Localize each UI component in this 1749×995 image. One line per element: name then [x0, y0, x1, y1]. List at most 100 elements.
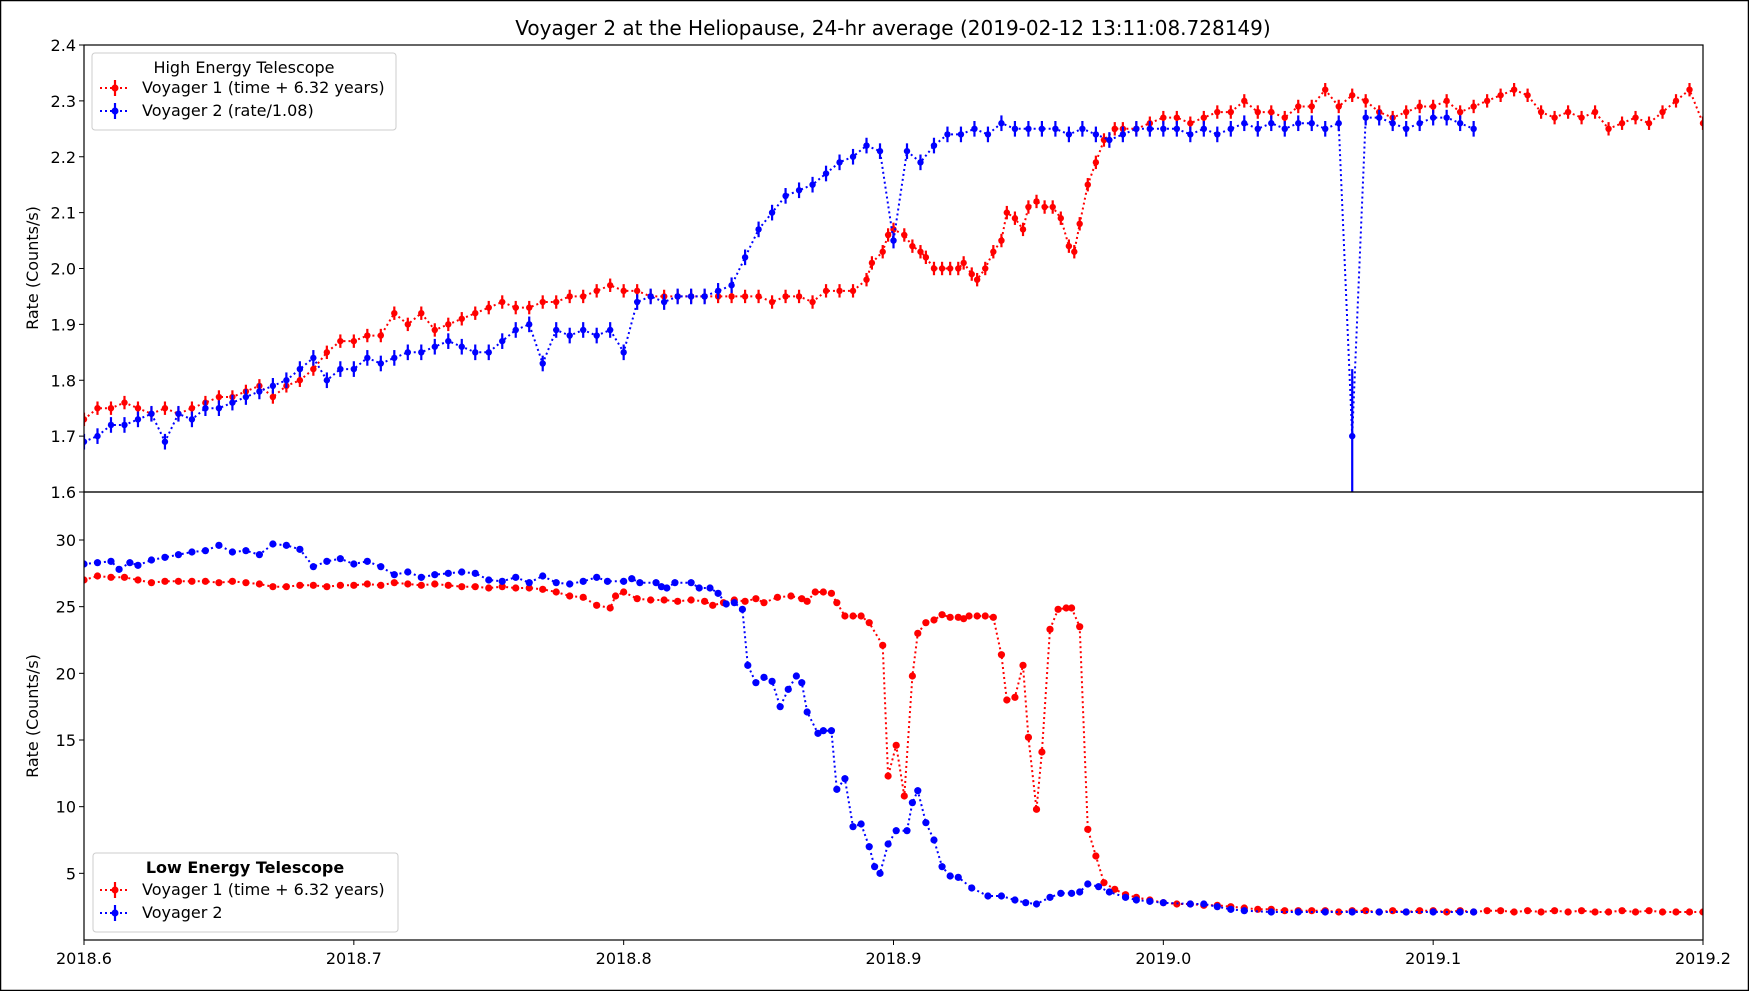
- y-tick-label: 1.9: [51, 315, 76, 334]
- data-point: [930, 265, 938, 272]
- data-point: [431, 580, 439, 588]
- data-point: [879, 248, 886, 255]
- data-point: [377, 563, 385, 571]
- data-point: [1084, 825, 1092, 833]
- data-point: [526, 321, 533, 328]
- data-point: [795, 293, 803, 300]
- data-point: [741, 293, 749, 300]
- data-point: [1214, 131, 1221, 138]
- data-point: [755, 226, 762, 233]
- legend-item: Voyager 2: [100, 903, 223, 922]
- data-point: [1443, 114, 1450, 121]
- data-point: [1121, 893, 1130, 901]
- data-point: [336, 555, 344, 563]
- data-point: [814, 729, 822, 737]
- data-point: [107, 557, 115, 565]
- data-point: [269, 540, 277, 548]
- data-point: [652, 579, 660, 587]
- data-point: [1564, 108, 1572, 116]
- data-point: [1295, 103, 1302, 110]
- data-point: [849, 287, 857, 295]
- data-point: [1362, 114, 1369, 121]
- data-point: [674, 597, 682, 605]
- data-point: [728, 282, 735, 289]
- y-tick-label: 1.6: [51, 483, 76, 502]
- data-point: [841, 775, 849, 783]
- data-point: [741, 597, 749, 605]
- data-point: [1106, 136, 1113, 144]
- data-point: [930, 616, 938, 624]
- data-point: [1604, 908, 1613, 916]
- data-point: [892, 741, 900, 749]
- y-tick-label: 25: [56, 598, 76, 617]
- data-point: [1146, 897, 1154, 905]
- data-point: [1672, 908, 1680, 916]
- data-point: [445, 337, 452, 345]
- data-point: [1133, 125, 1140, 133]
- legend-marker-icon: [111, 886, 119, 894]
- data-point: [900, 792, 908, 800]
- data-point: [768, 677, 776, 685]
- data-point: [350, 365, 358, 373]
- data-point: [944, 131, 951, 138]
- data-point: [1003, 696, 1011, 704]
- data-point: [1389, 907, 1397, 915]
- data-point: [1200, 125, 1208, 133]
- data-point: [188, 577, 196, 585]
- data-point: [755, 293, 762, 300]
- data-point: [1470, 908, 1478, 916]
- data-point: [1618, 907, 1626, 915]
- data-point: [282, 541, 290, 549]
- data-point: [94, 432, 101, 440]
- data-point: [827, 589, 836, 597]
- data-point: [566, 592, 574, 600]
- data-point: [922, 619, 930, 627]
- data-point: [115, 565, 123, 573]
- data-point: [1416, 907, 1424, 915]
- data-point: [1376, 114, 1383, 121]
- data-point: [819, 588, 827, 596]
- legend-marker-icon: [111, 84, 119, 92]
- data-point: [215, 393, 223, 401]
- data-point: [1335, 908, 1343, 916]
- data-point: [1685, 908, 1694, 916]
- data-point: [512, 584, 520, 592]
- data-point: [1111, 125, 1118, 133]
- data-point: [628, 575, 636, 583]
- data-point: [404, 568, 412, 576]
- data-point: [744, 661, 752, 669]
- y-tick-label: 1.7: [51, 427, 76, 446]
- data-point: [1308, 907, 1316, 915]
- data-point: [363, 580, 371, 588]
- data-point: [1659, 108, 1666, 116]
- y-tick-label: 30: [56, 531, 76, 550]
- data-point: [863, 276, 870, 283]
- data-point: [997, 651, 1006, 659]
- data-point: [1024, 733, 1033, 741]
- top-y-axis-label: Rate (Counts/s): [23, 206, 42, 330]
- data-point: [283, 377, 290, 384]
- data-point: [1046, 625, 1054, 633]
- data-point: [377, 581, 385, 589]
- data-point: [323, 377, 331, 384]
- data-point: [863, 142, 870, 149]
- top-series-voyager-2: [84, 109, 1477, 492]
- data-point: [917, 159, 924, 166]
- bottom-legend-box: [92, 852, 399, 933]
- data-point: [1076, 888, 1084, 896]
- data-point: [687, 579, 695, 587]
- data-point: [390, 579, 398, 587]
- data-point: [1429, 103, 1437, 110]
- data-point: [1041, 203, 1048, 211]
- data-point: [458, 568, 466, 576]
- data-point: [930, 836, 938, 844]
- data-point: [539, 360, 546, 367]
- data-point: [1200, 114, 1208, 121]
- data-point: [971, 125, 978, 133]
- data-point: [1510, 86, 1518, 93]
- data-point: [1025, 203, 1032, 211]
- data-point: [908, 799, 916, 807]
- data-point: [458, 583, 466, 591]
- data-point: [827, 727, 836, 735]
- data-point: [1322, 86, 1329, 93]
